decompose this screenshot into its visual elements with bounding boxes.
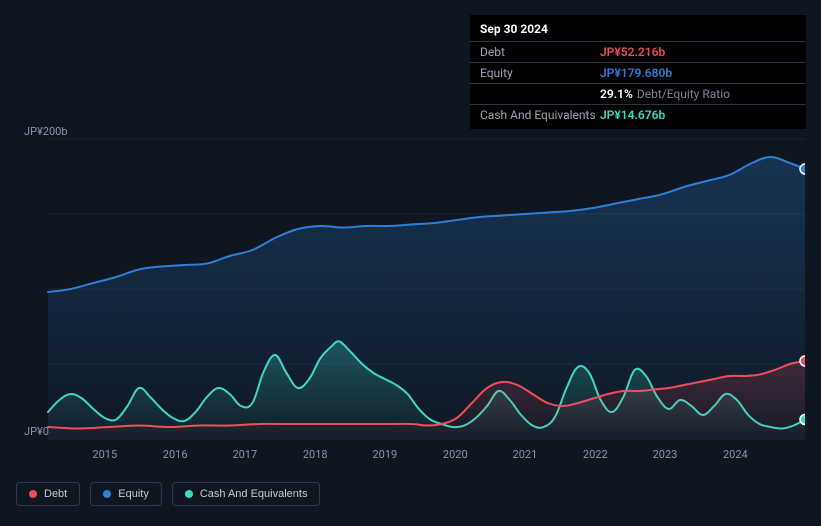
x-axis-label: 2017 (232, 448, 257, 461)
info-row-equity: Equity JP¥179.680b (470, 62, 806, 83)
info-label-equity: Equity (480, 66, 600, 80)
info-row-cash: Cash And Equivalents JP¥14.676b (470, 104, 806, 125)
info-value-debt: JP¥52.216b (600, 45, 665, 59)
x-axis-label: 2024 (723, 448, 748, 461)
legend-item-cash-and-equivalents[interactable]: Cash And Equivalents (172, 482, 321, 506)
info-date: Sep 30 2024 (470, 19, 806, 41)
info-row-debt: Debt JP¥52.216b (470, 41, 806, 62)
x-axis-label: 2023 (653, 448, 678, 461)
legend-dot-icon (185, 490, 193, 498)
info-ratio-text: Debt/Equity Ratio (637, 87, 730, 101)
legend-label: Equity (118, 488, 149, 500)
x-axis-label: 2018 (303, 448, 328, 461)
legend-label: Cash And Equivalents (200, 488, 308, 500)
info-label-debt: Debt (480, 45, 600, 59)
info-box: Sep 30 2024 Debt JP¥52.216b Equity JP¥17… (470, 15, 806, 129)
legend: Debt Equity Cash And Equivalents (16, 482, 320, 506)
x-axis-label: 2016 (163, 448, 188, 461)
x-axis-label: 2020 (443, 448, 468, 461)
x-axis-label: 2015 (92, 448, 117, 461)
info-value-cash: JP¥14.676b (600, 108, 665, 122)
area-chart-svg (16, 125, 805, 443)
legend-label: Debt (44, 488, 67, 500)
x-axis-label: 2019 (372, 448, 397, 461)
chart-area (16, 125, 805, 443)
legend-dot-icon (103, 490, 111, 498)
x-axis-label: 2022 (583, 448, 608, 461)
info-value-equity: JP¥179.680b (600, 66, 672, 80)
x-axis: 2015 2016 2017 2018 2019 2020 2021 2022 2023 2024 (16, 448, 805, 468)
x-axis-label: 2021 (513, 448, 538, 461)
legend-item-equity[interactable]: Equity (90, 482, 162, 506)
legend-dot-icon (29, 490, 37, 498)
info-ratio-pct: 29.1% (600, 87, 633, 101)
info-ratio: 29.1% Debt/Equity Ratio (600, 87, 730, 101)
info-ratio-spacer (480, 87, 600, 101)
info-label-cash: Cash And Equivalents (480, 108, 600, 122)
chart-container: { "info": { "date": "Sep 30 2024", "debt… (0, 0, 821, 526)
legend-item-debt[interactable]: Debt (16, 482, 80, 506)
info-row-ratio: 29.1% Debt/Equity Ratio (470, 83, 806, 104)
